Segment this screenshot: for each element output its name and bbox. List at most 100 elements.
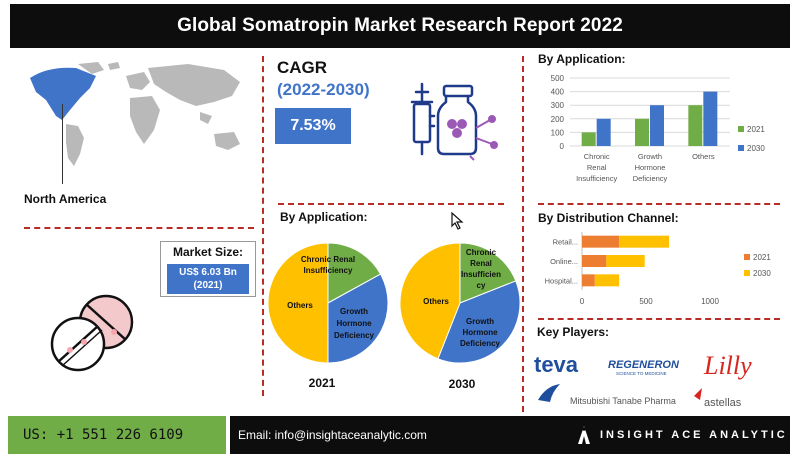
pie2021-label-ghd-1: Growth — [340, 307, 368, 316]
pie-chart-2030 — [399, 242, 521, 364]
divider-right — [522, 56, 524, 412]
cagr-title: CAGR — [277, 58, 328, 77]
divider-right-h1 — [538, 203, 780, 205]
app-legend-label-2030: 2030 — [747, 144, 765, 153]
divider-mid-h — [278, 203, 504, 205]
region-pointer — [62, 104, 63, 184]
dist-legend-swatch-2021 — [744, 254, 750, 260]
drug-vial-syringe-icon — [410, 82, 498, 161]
app-x-label-2-0: Others — [692, 152, 715, 161]
pie2030-label-crf-1: Chronic — [466, 248, 497, 257]
footer-phone[interactable]: US: +1 551 226 6109 — [8, 416, 226, 454]
cagr-period: (2022-2030) — [277, 80, 370, 99]
pie2021-label-crf-1: Chronic Renal — [301, 255, 355, 264]
dist-x-tick-0: 0 — [580, 297, 585, 306]
mitsubishi-mark-icon — [538, 384, 560, 402]
dist-x-tick-2: 1000 — [701, 297, 719, 306]
teva-logo: teva — [534, 352, 579, 377]
pie2021-slice-2 — [267, 242, 329, 364]
brand-name: INSIGHT ACE ANALYTIC — [600, 429, 788, 441]
cursor-icon — [451, 212, 464, 230]
dist-y-label-2: Hospital... — [545, 276, 578, 285]
dist-x-tick-1: 500 — [639, 297, 653, 306]
pie-charts: Chronic Renal Insufficiency Growth Hormo… — [267, 242, 521, 391]
dist-y-label-0: Retail... — [553, 238, 578, 247]
app-y-tick-5: 500 — [551, 74, 565, 83]
world-map-icon — [30, 62, 240, 166]
divider-left — [262, 56, 264, 396]
market-size-value: US$ 6.03 Bn (2021) — [167, 264, 249, 294]
dist-bar-2030-1 — [606, 255, 645, 267]
pie2030-label-ghd-1: Growth — [466, 317, 494, 326]
market-size-label: Market Size: — [172, 245, 244, 259]
distribution-bar-chart: 0 500 1000 Retail... Online... Hospital... 202… — [545, 232, 771, 306]
app-y-tick-4: 400 — [551, 88, 565, 97]
pie2021-label-ghd-2: Hormone — [336, 319, 372, 328]
dist-bar-2021-2 — [582, 274, 595, 287]
pie2030-label-crf-4: cy — [477, 281, 486, 290]
lilly-logo: Lilly — [703, 351, 752, 380]
app-x-label-1-2: Deficiency — [633, 174, 668, 183]
dist-y-label-1: Online... — [550, 257, 578, 266]
pie2030-year: 2030 — [449, 377, 476, 391]
pie2030-label-ghd-2: Hormone — [462, 328, 498, 337]
app-x-label-0-0: Chronic — [584, 152, 610, 161]
app-y-tick-3: 300 — [551, 101, 565, 110]
footer-email[interactable]: Email: info@insightaceanalytic.com — [230, 416, 790, 454]
astellas-mark-icon — [694, 388, 702, 400]
pie2030-slice-2 — [399, 242, 461, 360]
pie-chart-2021 — [267, 242, 389, 364]
app-x-label-0-1: Renal — [587, 163, 607, 172]
app-y-tick-2: 200 — [551, 115, 565, 124]
pie2030-label-ghd-3: Deficiency — [460, 339, 501, 348]
app-y-tick-0: 0 — [560, 142, 565, 151]
pie2021-label-crf-2: Insufficiency — [304, 266, 353, 275]
dist-bar-2030-2 — [594, 274, 620, 287]
app-legend-swatch-2030 — [738, 145, 744, 151]
pills-icon — [50, 294, 134, 372]
app-bar-title: By Application: — [538, 52, 626, 66]
app-bar-2021-0 — [581, 132, 596, 146]
divider-right-h2 — [538, 318, 780, 320]
cagr-value: 7.53% — [290, 117, 336, 134]
market-size-amount: US$ 6.03 Bn — [179, 267, 237, 278]
pies-section-title: By Application: — [280, 210, 368, 224]
app-bar-2030-0 — [596, 118, 611, 146]
phone-number[interactable]: US: +1 551 226 6109 — [23, 427, 184, 443]
astellas-logo: astellas — [704, 397, 742, 409]
pie2021-slice-1 — [327, 273, 389, 364]
dist-bar-title: By Distribution Channel: — [538, 211, 679, 225]
cagr-value-badge: 7.53% — [275, 108, 351, 144]
app-bar-2021-2 — [688, 105, 703, 146]
brand-block: INSIGHT ACE ANALYTIC — [578, 416, 788, 454]
key-players-logos: teva REGENERON SCIENCE TO MEDICINE Lilly… — [534, 351, 752, 409]
dist-bar-2021-0 — [582, 235, 620, 248]
pie2021-slice-0 — [327, 242, 382, 304]
insight-ace-logo-icon — [578, 426, 590, 444]
pie2030-label-crf-2: Renal — [470, 259, 492, 268]
dist-bar-2030-0 — [619, 235, 670, 248]
app-bar-2030-2 — [703, 91, 718, 146]
pie2021-label-others: Others — [287, 301, 313, 310]
email-address[interactable]: Email: info@insightaceanalytic.com — [238, 428, 427, 442]
pie2021-year: 2021 — [309, 376, 336, 390]
app-bar-2030-1 — [650, 105, 664, 146]
app-legend-swatch-2021 — [738, 126, 744, 132]
pie2030-slice-0 — [459, 242, 517, 304]
dist-legend-label-2030: 2030 — [753, 269, 771, 278]
market-size-card: Market Size: US$ 6.03 Bn (2021) — [160, 241, 256, 297]
app-x-label-1-1: Hormone — [635, 163, 666, 172]
app-y-tick-1: 100 — [551, 128, 565, 137]
application-bar-chart: 0 100 200 300 400 500 Chronic Renal Insufficienc… — [551, 74, 766, 183]
region-label: North America — [24, 192, 107, 206]
dist-bar-2021-1 — [582, 255, 607, 267]
header-bar: Global Somatropin Market Research Report… — [10, 4, 790, 48]
divider-left-h — [24, 227, 254, 229]
dist-legend-label-2021: 2021 — [753, 253, 771, 262]
pie2021-label-ghd-3: Deficiency — [334, 331, 375, 340]
app-legend-label-2021: 2021 — [747, 125, 765, 134]
regeneron-logo: REGENERON — [608, 359, 680, 371]
regeneron-tagline: SCIENCE TO MEDICINE — [616, 371, 667, 376]
app-bar-2021-1 — [635, 118, 649, 146]
